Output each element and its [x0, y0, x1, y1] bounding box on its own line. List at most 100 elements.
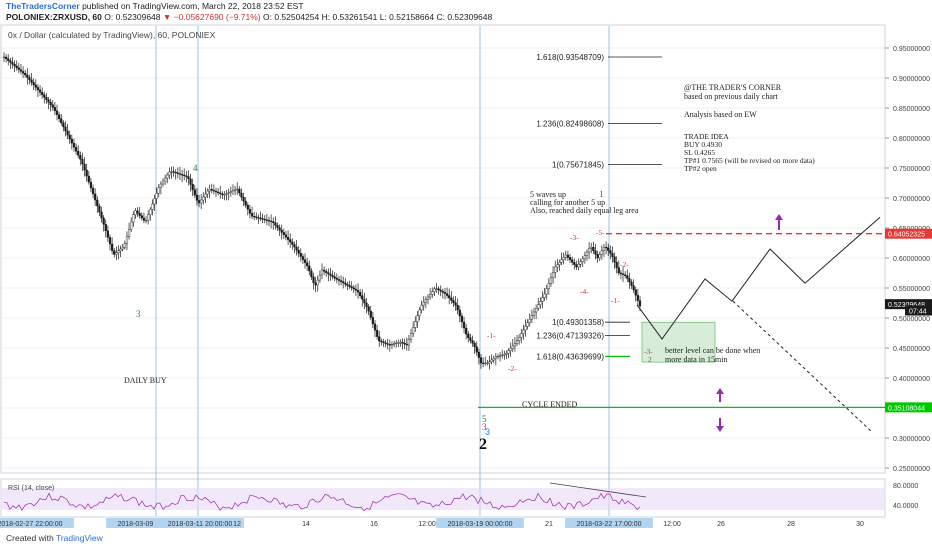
candle-body — [34, 84, 37, 88]
trade-line-2: BUY 0.4930 — [684, 140, 722, 149]
candle-body — [72, 142, 76, 148]
vertical-markers — [155, 26, 610, 516]
up-arrow-head — [716, 388, 724, 394]
candle-body — [100, 211, 103, 219]
corner-line-1: @THE TRADER'S CORNER — [684, 83, 782, 92]
candle-body — [240, 192, 243, 198]
trade-line-4: TP#1 0.7565 (will be revised on more dat… — [684, 156, 815, 165]
candle-body — [621, 273, 625, 275]
candle-body — [619, 272, 623, 275]
fib-level-label: 1.618(0.93548709) — [536, 53, 604, 62]
candle-body — [312, 276, 315, 284]
chart-header: TheTradersCorner published on TradingVie… — [0, 0, 932, 24]
candle-body — [147, 214, 150, 221]
candle-body — [414, 321, 417, 328]
candle-body — [108, 237, 112, 245]
y-tick-label: 0.50000000 — [893, 316, 930, 323]
candle-body — [382, 341, 385, 343]
header-line-1: TheTradersCorner published on TradingVie… — [6, 1, 304, 12]
candle-body — [68, 134, 71, 140]
candle-body — [626, 275, 629, 279]
candle-body — [166, 174, 169, 179]
x-tick-highlight — [436, 518, 524, 528]
y-tick-label: 0.95000000 — [893, 46, 930, 53]
candle-body — [384, 342, 387, 344]
candle-body — [178, 173, 182, 175]
candle-body — [138, 212, 141, 216]
candle-body — [409, 333, 413, 340]
price-chart[interactable]: 0x / Dollar (calculated by TradingView),… — [0, 24, 932, 532]
candle-body — [197, 200, 201, 204]
candle-body — [310, 270, 313, 278]
rsi-tick-40: 40.0000 — [893, 503, 918, 510]
candle-body — [66, 130, 69, 136]
wave-label-1-red: -1- — [487, 331, 496, 340]
candle-body — [592, 246, 595, 251]
candle-body — [551, 272, 555, 278]
candle-body — [596, 254, 599, 259]
candle-body — [17, 67, 20, 70]
author-link[interactable]: TheTradersCorner — [6, 1, 80, 11]
candle-body — [238, 188, 241, 194]
candle-body — [361, 295, 364, 300]
candle-body — [320, 269, 324, 276]
candle-body — [526, 322, 529, 327]
candle-body — [422, 302, 425, 306]
x-tick-label: 16 — [370, 521, 378, 528]
candle-body — [456, 305, 459, 311]
candle-body — [49, 102, 52, 105]
candle-body — [609, 250, 612, 254]
candle-body — [19, 69, 23, 72]
wave-label-4-red: -4- — [580, 287, 589, 296]
candle-body — [297, 249, 300, 254]
candle-body — [28, 77, 31, 81]
candle-body — [225, 193, 228, 195]
candle-body — [5, 56, 8, 59]
candle-body — [634, 289, 637, 296]
wave-label-3-red-b: -3- — [570, 233, 579, 242]
candle-body — [636, 295, 639, 301]
candle-body — [293, 244, 296, 248]
rsi-label: RSI (14, close) — [8, 485, 54, 492]
candle-body — [469, 337, 472, 341]
candle-body — [242, 196, 245, 202]
candle-body — [11, 62, 14, 65]
wave-label-2-red-b: -2- — [620, 260, 629, 269]
candle-body — [255, 216, 258, 218]
candle-body — [471, 340, 474, 344]
candle-body — [155, 192, 158, 199]
price-level-tag — [885, 299, 932, 310]
candle-body — [36, 87, 40, 91]
candle-body — [2, 56, 6, 59]
candle-body — [301, 256, 305, 260]
candle-body — [594, 250, 597, 255]
candle-body — [144, 219, 148, 222]
candle-body — [259, 217, 262, 220]
candle-body — [223, 194, 226, 196]
candle-body — [161, 180, 165, 185]
candle-body — [64, 126, 67, 132]
candle-body — [443, 292, 447, 294]
candle-body — [501, 354, 504, 357]
candle-body — [624, 274, 627, 276]
candle-body — [134, 210, 137, 216]
candle-body — [339, 280, 343, 283]
price-level-label: 0.64052325 — [888, 232, 925, 239]
wave-label-3-red-c: -3- — [644, 347, 653, 356]
candle-body — [236, 188, 239, 191]
y-tick-label: 0.80000000 — [893, 136, 930, 143]
candle-body — [79, 155, 82, 160]
candle-body — [189, 178, 192, 185]
waves-line-2: calling for another 5 up — [530, 198, 605, 207]
wave-label-3: 3 — [136, 309, 141, 319]
candle-body — [231, 190, 235, 192]
candle-body — [206, 190, 209, 195]
candle-body — [276, 224, 279, 228]
candle-body — [204, 193, 207, 198]
candle-body — [509, 348, 512, 351]
candle-body — [571, 259, 574, 263]
candle-body — [431, 291, 434, 295]
candle-body — [295, 246, 298, 251]
footer-brand[interactable]: TradingView — [55, 533, 103, 543]
candle-body — [458, 309, 461, 317]
